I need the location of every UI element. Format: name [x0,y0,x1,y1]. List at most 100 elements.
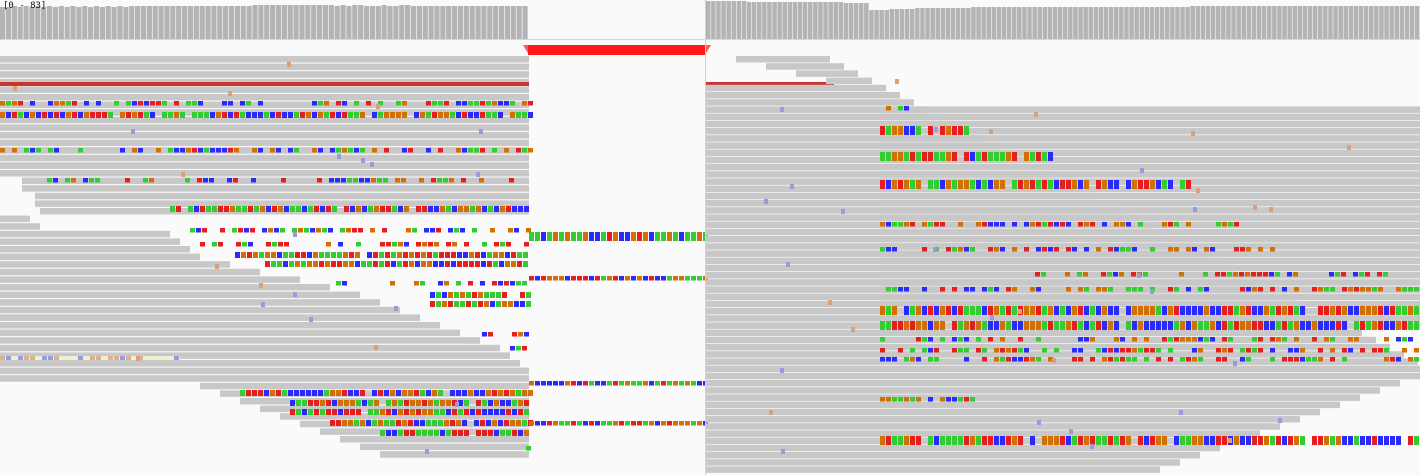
mismatch-base [1006,306,1011,315]
coverage-track[interactable] [0,0,1420,40]
mismatch-base [132,101,137,106]
coverage-bar [802,2,808,39]
mismatch-base [307,252,312,258]
coverage-bar [1236,6,1241,39]
mismatch-base [964,152,969,161]
mismatch-base [456,101,461,106]
coverage-bar [1404,6,1410,39]
mismatch-base [637,421,642,426]
mismatch-base [1324,306,1329,315]
coverage-bar [93,6,100,39]
mismatch-base [1234,306,1239,315]
mismatch-base [460,301,465,307]
mismatch-base [512,430,517,436]
mismatch-base [301,261,306,267]
coverage-bar [164,6,170,39]
mismatch-base [126,101,131,106]
mismatch-base [1102,321,1107,330]
mismatch-base [457,261,462,267]
mismatch-base [1191,131,1195,136]
mismatch-base [1396,287,1401,292]
mismatch-base [685,276,690,281]
mismatch-base [952,180,957,189]
mismatch-base [1156,357,1161,362]
mismatch-base [520,292,525,298]
mismatch-base [892,126,897,135]
coverage-bar [487,6,493,39]
coverage-bar [70,6,76,39]
mismatch-base [1018,357,1023,362]
coverage-bar [1221,6,1226,39]
mismatch-base [1192,348,1197,353]
mismatch-base [258,112,263,118]
mismatch-base [1278,418,1282,423]
coverage-bar [223,6,229,39]
mismatch-base [440,206,445,212]
mismatch-base [403,252,408,258]
mismatch-base [452,242,457,247]
mismatch-base [524,400,529,406]
mismatch-base [384,112,389,118]
aligned-read [706,387,1380,394]
coverage-bar [1414,6,1420,39]
mismatch-base [268,228,273,233]
mismatch-base [186,148,191,153]
coverage-bar [299,5,305,39]
alignment-track[interactable] [0,56,1420,475]
mismatch-base [248,206,253,212]
mismatch-base [522,346,527,351]
mismatch-base [218,206,223,212]
mismatch-base [274,228,279,233]
mismatch-base [613,421,618,426]
mismatch-base [1090,222,1095,227]
mismatch-base [318,390,323,396]
mismatch-base [964,337,969,342]
mismatch-base [404,409,409,415]
mismatch-base [1240,247,1245,252]
mismatch-base [535,421,540,426]
mismatch-base [391,252,396,258]
mismatch-base [1240,321,1245,330]
coverage-bar [853,3,859,39]
mismatch-base [1246,348,1251,353]
aligned-read [880,120,1420,128]
aligned-read [0,268,260,276]
mismatch-base [416,430,421,436]
aligned-read [0,162,529,169]
mismatch-base [12,101,17,106]
mismatch-base [250,228,255,233]
soft-clip-base [114,356,119,360]
mismatch-base [430,301,435,307]
aligned-read [0,360,520,367]
mismatch-base [492,390,497,396]
mismatch-base [1072,348,1077,353]
mismatch-base [1204,306,1209,315]
mismatch-base [337,154,341,159]
mismatch-base [1216,306,1221,315]
aligned-read [706,149,1012,157]
mismatch-base [476,430,481,436]
mismatch-base [436,292,441,298]
mismatch-base [330,112,335,118]
mismatch-base [691,381,696,386]
mismatch-base [372,390,377,396]
mismatch-base [422,430,427,436]
mismatch-base [438,101,443,106]
mismatch-base [1120,337,1125,342]
coverage-bar [352,5,358,39]
coverage-bar [41,7,47,39]
mismatch-base [1024,152,1029,161]
coverage-bar [469,6,475,39]
mismatch-base [343,261,348,267]
deletion-marker[interactable] [528,45,705,55]
mismatch-base [1168,247,1173,252]
mismatch-base [427,261,432,267]
coverage-bar [211,6,217,39]
mismatch-base [1348,436,1353,445]
mismatch-base [1000,247,1005,252]
aligned-read [880,243,1420,250]
mismatch-base [1037,420,1041,425]
coverage-bar [711,1,716,39]
mismatch-base [1048,436,1053,445]
